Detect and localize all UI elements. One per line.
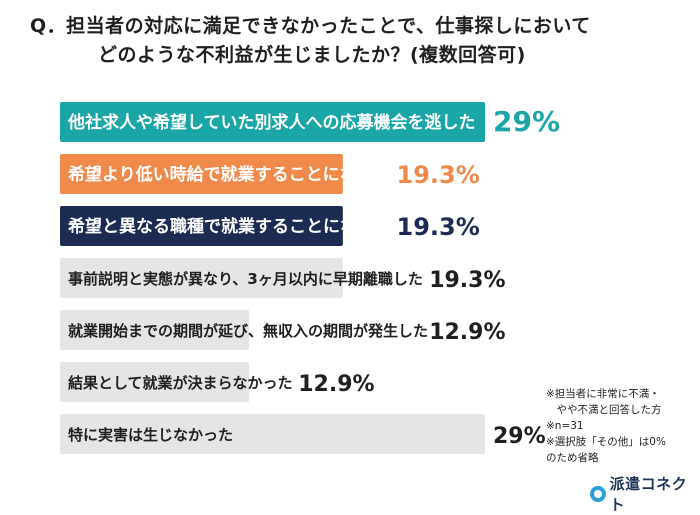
- bar: [60, 102, 485, 142]
- note-line: ※選択肢「その他」は0%: [546, 436, 666, 448]
- bar-category-label: 就業開始までの期間が延び、無収入の期間が発生した: [68, 322, 428, 340]
- bar-category-label: 事前説明と実態が異なり、3ヶ月以内に早期離職した: [68, 270, 423, 288]
- note-line: ※担当者に非常に不満・: [546, 388, 660, 400]
- bar-category-label: 結果として就業が決まらなかった: [68, 374, 293, 392]
- bar-category-label: 他社求人や希望していた別求人への応募機会を逃した: [67, 112, 476, 133]
- chart-title: Q．担当者の対応に満足できなかったことで、仕事探しにおいて どのような不利益が生…: [30, 12, 690, 70]
- bar-category-label: 希望と異なる職種で就業することになった: [68, 216, 391, 237]
- bar-value-label: 12.9%: [298, 372, 374, 397]
- bar-value-label: 29%: [493, 105, 560, 138]
- note-line: やや不満と回答した方: [546, 404, 662, 416]
- bar-value-label: 19.3%: [397, 161, 480, 189]
- brand-logo-text: 派遣コネクト: [609, 475, 688, 514]
- brand-mark-icon: [590, 486, 606, 502]
- note-line: ※n=31: [546, 420, 584, 432]
- bar-chart: 他社求人や希望していた別求人への応募機会を逃した 29% 希望より低い時給で就業する…: [60, 102, 560, 454]
- bar: [60, 206, 343, 246]
- bar-value-label: 12.9%: [429, 320, 505, 345]
- chart-notes: ※担当者に非常に不満・ やや不満と回答した方 ※n=31 ※選択肢「その他」は0…: [546, 386, 696, 466]
- chart-title-line1: Q．担当者の対応に満足できなかったことで、仕事探しにおいて: [30, 15, 591, 37]
- bar: [60, 154, 343, 194]
- note-line: のため省略: [546, 452, 599, 464]
- bar-value-label: 19.3%: [397, 213, 480, 241]
- bar: [60, 258, 343, 298]
- bar-value-label: 29%: [493, 424, 546, 449]
- bar-value-label: 19.3%: [429, 268, 505, 293]
- bar: [60, 414, 485, 454]
- bar: [60, 310, 250, 350]
- bar-category-label: 特に実害は生じなかった: [68, 426, 233, 444]
- chart-title-line2: どのような不利益が生じましたか？(複数回答可): [98, 44, 526, 66]
- bar: [60, 362, 250, 402]
- brand-logo: 派遣コネクト: [590, 473, 700, 515]
- bar-category-label: 希望より低い時給で就業することになった: [68, 164, 391, 185]
